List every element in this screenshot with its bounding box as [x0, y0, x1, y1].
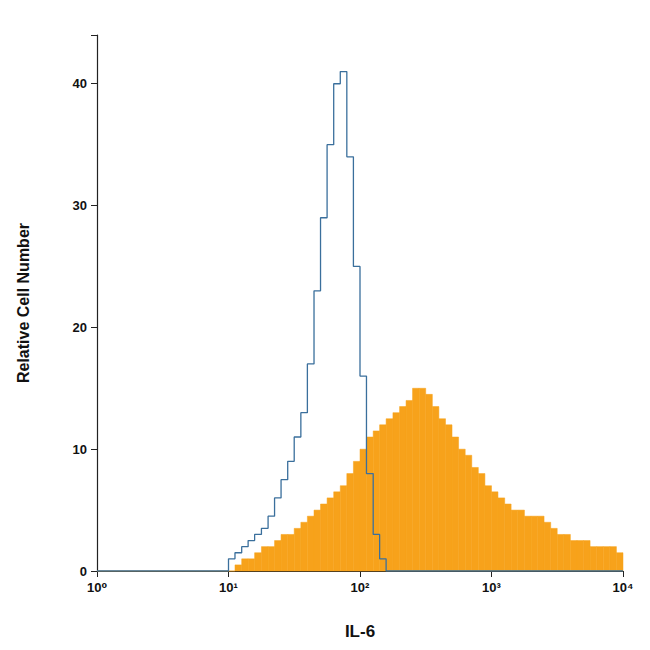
svg-text:IL-6: IL-6: [345, 622, 375, 641]
svg-text:10: 10: [73, 442, 87, 457]
svg-text:40: 40: [73, 76, 87, 91]
svg-text:10¹: 10¹: [219, 580, 238, 595]
svg-text:Relative Cell Number: Relative Cell Number: [15, 223, 32, 383]
svg-text:10²: 10²: [351, 580, 370, 595]
svg-text:0: 0: [80, 564, 87, 579]
svg-text:30: 30: [73, 198, 87, 213]
svg-text:10⁴: 10⁴: [613, 580, 634, 595]
svg-text:10³: 10³: [482, 580, 501, 595]
svg-text:20: 20: [73, 320, 87, 335]
svg-text:10⁰: 10⁰: [87, 580, 107, 595]
